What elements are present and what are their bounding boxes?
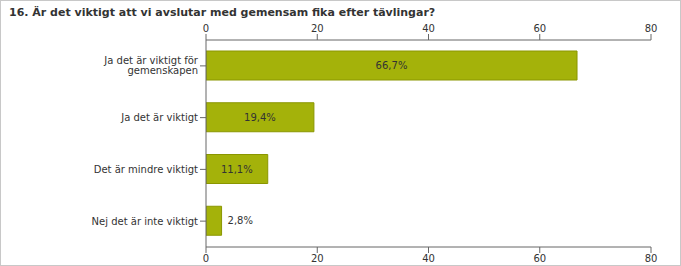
svg-text:20: 20 <box>311 23 324 34</box>
svg-text:40: 40 <box>422 253 435 264</box>
html-text:16. Är det viktigt att vi avsl: 16. Är det viktigt att vi avslutar med g… <box>9 6 436 19</box>
svg-text:11,1%: 11,1% <box>221 164 253 175</box>
svg-text:19,4%: 19,4% <box>244 112 276 123</box>
svg-text:40: 40 <box>422 23 435 34</box>
svg-text:60: 60 <box>533 253 546 264</box>
svg-text:2,8%: 2,8% <box>228 215 253 226</box>
svg-text:Ja det är viktigt förgemenskap: Ja det är viktigt förgemenskapen <box>103 55 199 76</box>
svg-text:60: 60 <box>533 23 546 34</box>
svg-text:Nej det är inte viktigt: Nej det är inte viktigt <box>92 216 199 227</box>
svg-text:Ja det är viktigt: Ja det är viktigt <box>120 112 198 123</box>
svg-text:80: 80 <box>645 253 658 264</box>
svg-text:20: 20 <box>311 253 324 264</box>
svg-text:Det är mindre viktigt: Det är mindre viktigt <box>94 164 198 175</box>
svg-text:80: 80 <box>645 23 658 34</box>
svg-text:0: 0 <box>203 253 209 264</box>
svg-text:0: 0 <box>203 23 209 34</box>
svg-text:66,7%: 66,7% <box>376 60 408 71</box>
